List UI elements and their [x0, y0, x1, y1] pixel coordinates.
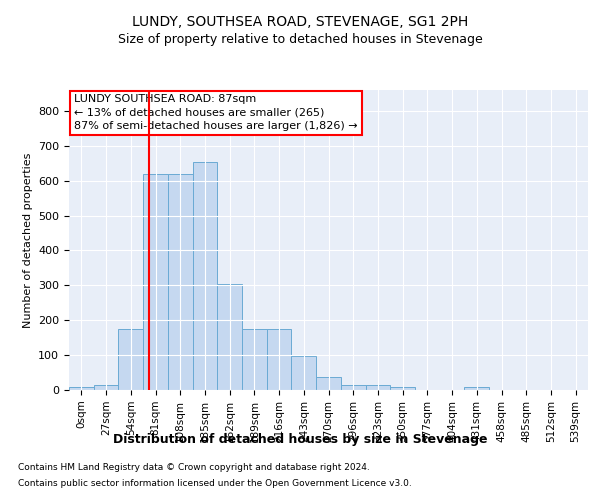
Bar — [390, 386, 415, 390]
Bar — [193, 162, 217, 390]
Text: LUNDY, SOUTHSEA ROAD, STEVENAGE, SG1 2PH: LUNDY, SOUTHSEA ROAD, STEVENAGE, SG1 2PH — [132, 15, 468, 29]
Bar — [292, 356, 316, 390]
Text: Distribution of detached houses by size in Stevenage: Distribution of detached houses by size … — [113, 432, 487, 446]
Text: Contains public sector information licensed under the Open Government Licence v3: Contains public sector information licen… — [18, 478, 412, 488]
Bar — [464, 387, 489, 390]
Y-axis label: Number of detached properties: Number of detached properties — [23, 152, 32, 328]
Bar — [242, 329, 267, 390]
Bar — [341, 385, 365, 390]
Bar — [267, 329, 292, 390]
Bar — [217, 284, 242, 390]
Bar — [168, 174, 193, 390]
Text: Size of property relative to detached houses in Stevenage: Size of property relative to detached ho… — [118, 32, 482, 46]
Bar — [69, 387, 94, 390]
Text: LUNDY SOUTHSEA ROAD: 87sqm
← 13% of detached houses are smaller (265)
87% of sem: LUNDY SOUTHSEA ROAD: 87sqm ← 13% of deta… — [74, 94, 358, 131]
Bar — [94, 386, 118, 390]
Bar — [118, 329, 143, 390]
Text: Contains HM Land Registry data © Crown copyright and database right 2024.: Contains HM Land Registry data © Crown c… — [18, 464, 370, 472]
Bar — [316, 376, 341, 390]
Bar — [143, 174, 168, 390]
Bar — [365, 386, 390, 390]
